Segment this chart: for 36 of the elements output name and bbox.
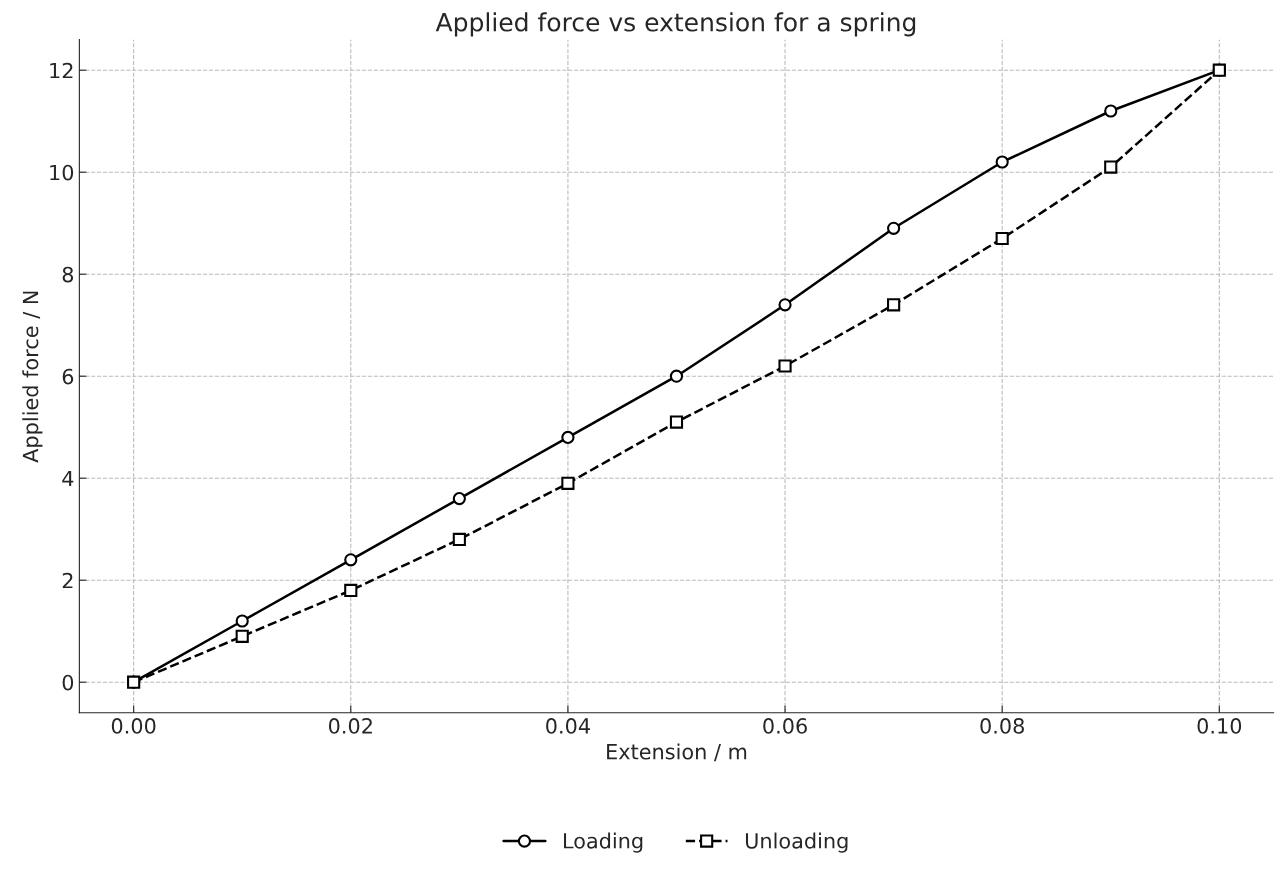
y-tick-label: 6 [62, 368, 74, 385]
x-tick-label: 0.02 [328, 718, 372, 734]
point [995, 155, 1009, 169]
x-tick-label: 0.00 [111, 718, 156, 734]
chart-title: Applied force vs extension for a spring [435, 12, 916, 37]
y-tick-label: 2 [62, 572, 73, 589]
point [887, 221, 901, 235]
point [235, 614, 249, 628]
legend-label: Loading [563, 832, 643, 853]
point [452, 492, 466, 506]
point [1104, 160, 1118, 174]
x-tick-label: 0.08 [980, 718, 1024, 734]
y-tick-label: 10 [50, 164, 74, 181]
point [669, 369, 684, 383]
x-tick-label: 0.04 [546, 718, 590, 734]
point [561, 476, 575, 490]
y-axis-title: Applied force / N [22, 291, 43, 463]
point [778, 359, 792, 373]
point [452, 532, 466, 546]
x-tick-label: 0.06 [763, 718, 807, 734]
y-tick-label: 0 [62, 674, 74, 691]
point [995, 231, 1009, 246]
point [344, 583, 358, 597]
point [1104, 104, 1118, 118]
y-tick-label: 8 [62, 266, 74, 283]
x-axis-title: Extension / m [607, 743, 747, 762]
y-tick-label: 12 [50, 62, 73, 79]
point [778, 298, 792, 312]
point [235, 629, 249, 643]
legend-label: Unloading [745, 832, 848, 853]
point [669, 415, 684, 429]
point [887, 298, 901, 312]
y-tick-label: 4 [62, 470, 74, 487]
point [344, 553, 358, 567]
point [561, 430, 575, 444]
x-tick-label: 0.10 [1197, 718, 1242, 734]
